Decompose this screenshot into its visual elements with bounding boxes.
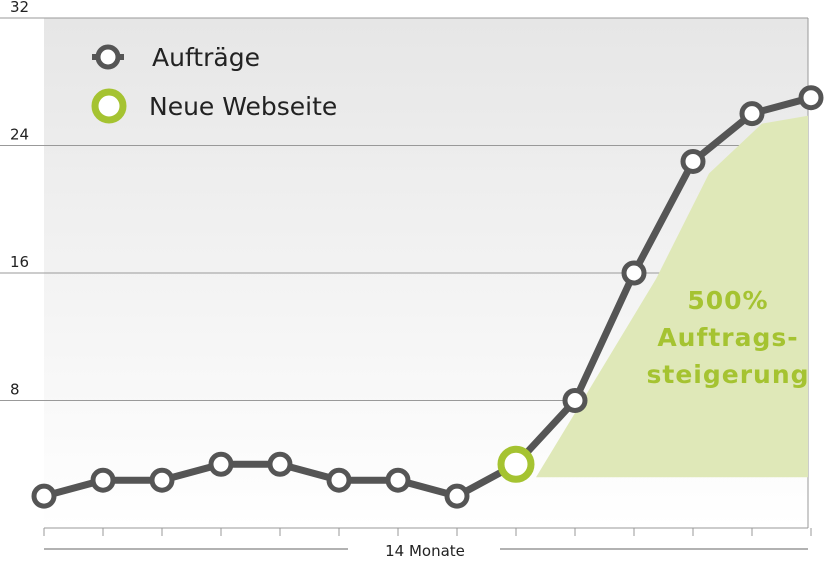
growth-area bbox=[516, 115, 808, 478]
growth-area-shape bbox=[516, 115, 808, 478]
legend: Aufträge Neue Webseite bbox=[91, 43, 337, 124]
y-tick-label-24: 24 bbox=[10, 126, 29, 144]
annotation-line-2: Auftrags- bbox=[657, 323, 798, 352]
data-point-12 bbox=[680, 148, 706, 174]
legend-marker-auftraege bbox=[92, 44, 124, 70]
data-point-1 bbox=[31, 483, 57, 509]
x-axis-label: 14 Monate bbox=[385, 542, 465, 560]
data-point-2 bbox=[90, 467, 116, 493]
series-points bbox=[31, 85, 824, 509]
data-point-10 bbox=[562, 388, 588, 413]
data-point-5 bbox=[267, 451, 293, 477]
data-point-11 bbox=[621, 260, 647, 286]
annotation-line-1: 500% bbox=[687, 286, 768, 315]
annotation: 500% Auftrags- steigerung bbox=[646, 286, 809, 389]
data-point-3 bbox=[149, 467, 175, 493]
y-tick-label-8: 8 bbox=[10, 381, 20, 399]
legend-marker-neue-webseite bbox=[91, 88, 127, 124]
data-point-neue-webseite bbox=[497, 445, 535, 483]
data-point-6 bbox=[326, 467, 352, 493]
y-tick-labels: 8 16 24 32 bbox=[10, 0, 29, 399]
data-point-8 bbox=[444, 483, 470, 509]
y-tick-label-16: 16 bbox=[10, 253, 29, 271]
data-point-4 bbox=[208, 451, 234, 477]
y-tick-label-32: 32 bbox=[10, 0, 29, 16]
x-axis-label-background bbox=[350, 540, 498, 560]
data-point-13 bbox=[739, 101, 765, 127]
legend-label-neue-webseite: Neue Webseite bbox=[149, 92, 337, 121]
data-point-14 bbox=[798, 85, 824, 111]
x-axis bbox=[43, 527, 812, 550]
legend-label-auftraege: Aufträge bbox=[152, 43, 260, 72]
data-point-7 bbox=[385, 467, 411, 493]
annotation-line-3: steigerung bbox=[646, 360, 809, 389]
